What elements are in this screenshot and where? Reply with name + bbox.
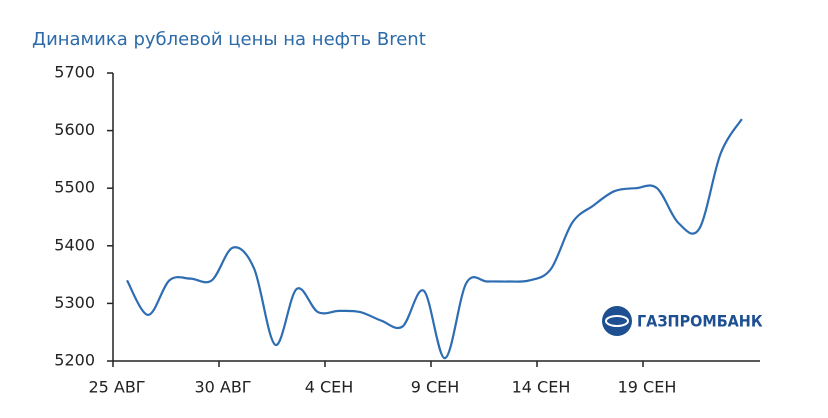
- x-tick-label: 19 СЕН: [618, 378, 677, 397]
- x-tick-label: 9 СЕН: [411, 378, 460, 397]
- y-tick-label: 5700: [54, 63, 95, 82]
- chart-title: Динамика рублевой цены на нефть Brent: [32, 29, 426, 50]
- x-tick-label: 4 СЕН: [305, 378, 354, 397]
- y-tick-label: 5300: [54, 293, 95, 312]
- line: [126, 118, 743, 360]
- y-tick-label: 5500: [54, 178, 95, 197]
- x-tick-label: 30 АВГ: [194, 378, 251, 397]
- logo: ГАЗПРОМБАНК: [602, 306, 763, 336]
- logo-text: ГАЗПРОМБАНК: [637, 312, 763, 331]
- y-tick-label: 5200: [54, 351, 95, 370]
- x-tick-label: 25 АВГ: [88, 378, 145, 397]
- logo-icon: [602, 306, 632, 336]
- logo-icon-ring: [605, 315, 629, 327]
- y-tick-label: 5600: [54, 120, 95, 139]
- y-tick-label: 5400: [54, 235, 95, 254]
- x-tick-label: 14 СЕН: [512, 378, 571, 397]
